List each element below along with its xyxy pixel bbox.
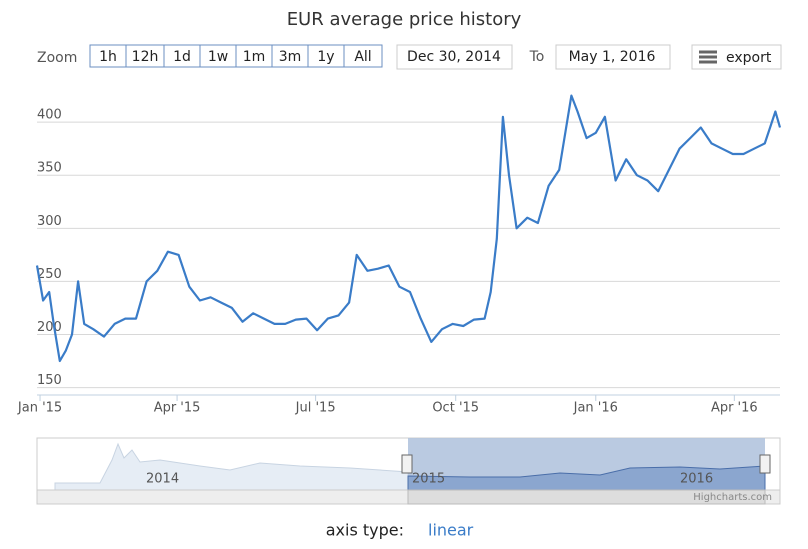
axis-type-link[interactable]: linear (428, 521, 474, 540)
y-tick-label: 250 (37, 267, 62, 282)
zoom-button-label[interactable]: All (354, 49, 371, 65)
y-tick-label: 400 (37, 108, 62, 123)
x-tick-label: Oct '15 (432, 401, 479, 416)
from-date[interactable]: Dec 30, 2014 (407, 49, 501, 65)
y-tick-label: 200 (37, 320, 62, 335)
zoom-button-label[interactable]: 1w (208, 49, 228, 65)
zoom-button-label[interactable]: 1y (317, 49, 334, 65)
scrollbar-thumb[interactable] (407, 489, 766, 505)
x-tick-label: Jul '15 (295, 401, 336, 416)
x-tick-label: Apr '15 (154, 401, 201, 416)
chart-title: EUR average price history (287, 9, 522, 30)
x-tick-label: Apr '16 (711, 401, 758, 416)
navigator: 2014 2015 2016 (36, 437, 781, 505)
navigator-label: 2014 (146, 472, 179, 487)
footer-label: axis type: (326, 521, 404, 540)
x-tick-label: Jan '15 (17, 401, 62, 416)
to-label: To (529, 49, 545, 65)
y-tick-label: 350 (37, 161, 62, 176)
to-input[interactable] (555, 44, 671, 70)
navigator-label: 2016 (680, 472, 713, 487)
zoom-button-label[interactable]: 1h (99, 49, 117, 65)
zoom-button[interactable] (343, 44, 383, 68)
zoom-button-label[interactable]: 1d (173, 49, 191, 65)
y-tick-label: 150 (37, 373, 62, 388)
zoom-button-label[interactable]: 3m (279, 49, 302, 65)
y-tick-label: 300 (37, 214, 62, 229)
zoom-button-label[interactable]: 12h (132, 49, 159, 65)
zoom-label: Zoom (37, 50, 77, 66)
navigator-handle[interactable] (759, 454, 771, 474)
menu-icon (699, 50, 717, 64)
zoom-button-label[interactable]: 1m (243, 49, 266, 65)
to-date[interactable]: May 1, 2016 (569, 49, 656, 65)
navigator-label: 2015 (412, 472, 445, 487)
navigator-handle[interactable] (401, 454, 413, 474)
x-tick-label: Jan '16 (573, 401, 618, 416)
export-label[interactable]: export (726, 50, 772, 66)
from-input[interactable] (396, 44, 513, 70)
credits[interactable]: Highcharts.com (693, 492, 772, 503)
price-line (35, 94, 782, 363)
